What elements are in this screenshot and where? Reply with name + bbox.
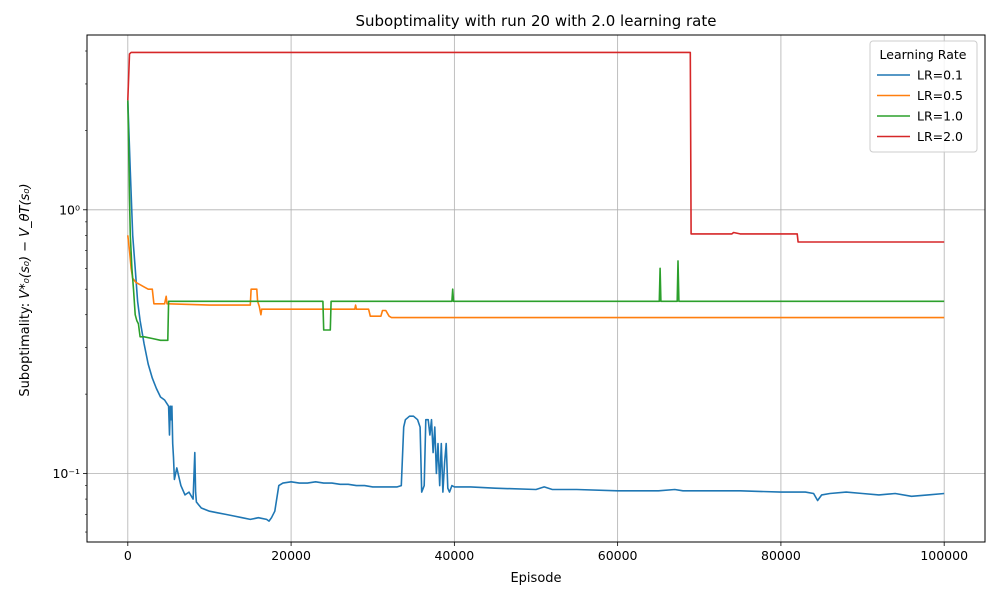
- series-line-lr-1-0: [127, 100, 945, 342]
- legend-box: [869, 40, 978, 153]
- series-line-lr-2-0: [127, 51, 945, 243]
- series-lines: [127, 51, 945, 522]
- x-tick-label: 40000: [434, 548, 474, 563]
- legend-label: LR=0.1: [917, 68, 963, 83]
- legend-label: LR=2.0: [917, 129, 963, 144]
- legend-label: LR=0.5: [917, 88, 963, 103]
- legend-entries: LR=0.1 LR=0.5 LR=1.0 LR=2.0: [877, 68, 963, 144]
- y-axis-title: Suboptimality: V*₀(s₀) − V_θT(s₀): [18, 183, 33, 396]
- legend-title: Learning Rate: [880, 47, 967, 62]
- x-tick-label: 20000: [271, 548, 311, 563]
- axes: 0 20000 40000 60000 80000 100000 10⁻¹ 10⁰: [52, 50, 968, 563]
- y-tick-label: 10⁰: [59, 202, 80, 217]
- x-tick-label: 100000: [920, 548, 968, 563]
- y-axis-title-math: V*₀(s₀) − V_θT(s₀): [18, 183, 33, 298]
- legend: Learning Rate LR=0.1 LR=0.5 LR=1.0 LR=2.0: [869, 40, 978, 153]
- x-axis-title: Episode: [510, 571, 561, 586]
- y-tick-label: 10⁻¹: [52, 466, 80, 481]
- x-tick-label: 0: [124, 548, 132, 563]
- series-line-lr-0-1: [127, 100, 945, 522]
- x-tick-label: 80000: [761, 548, 801, 563]
- chart-title: Suboptimality with run 20 with 2.0 learn…: [355, 12, 716, 30]
- legend-label: LR=1.0: [917, 109, 963, 124]
- plot-frame: [86, 34, 986, 543]
- x-tick-label: 60000: [598, 548, 638, 563]
- y-axis-title-prefix: Suboptimality:: [18, 299, 33, 397]
- series-line-lr-0-5: [127, 235, 945, 319]
